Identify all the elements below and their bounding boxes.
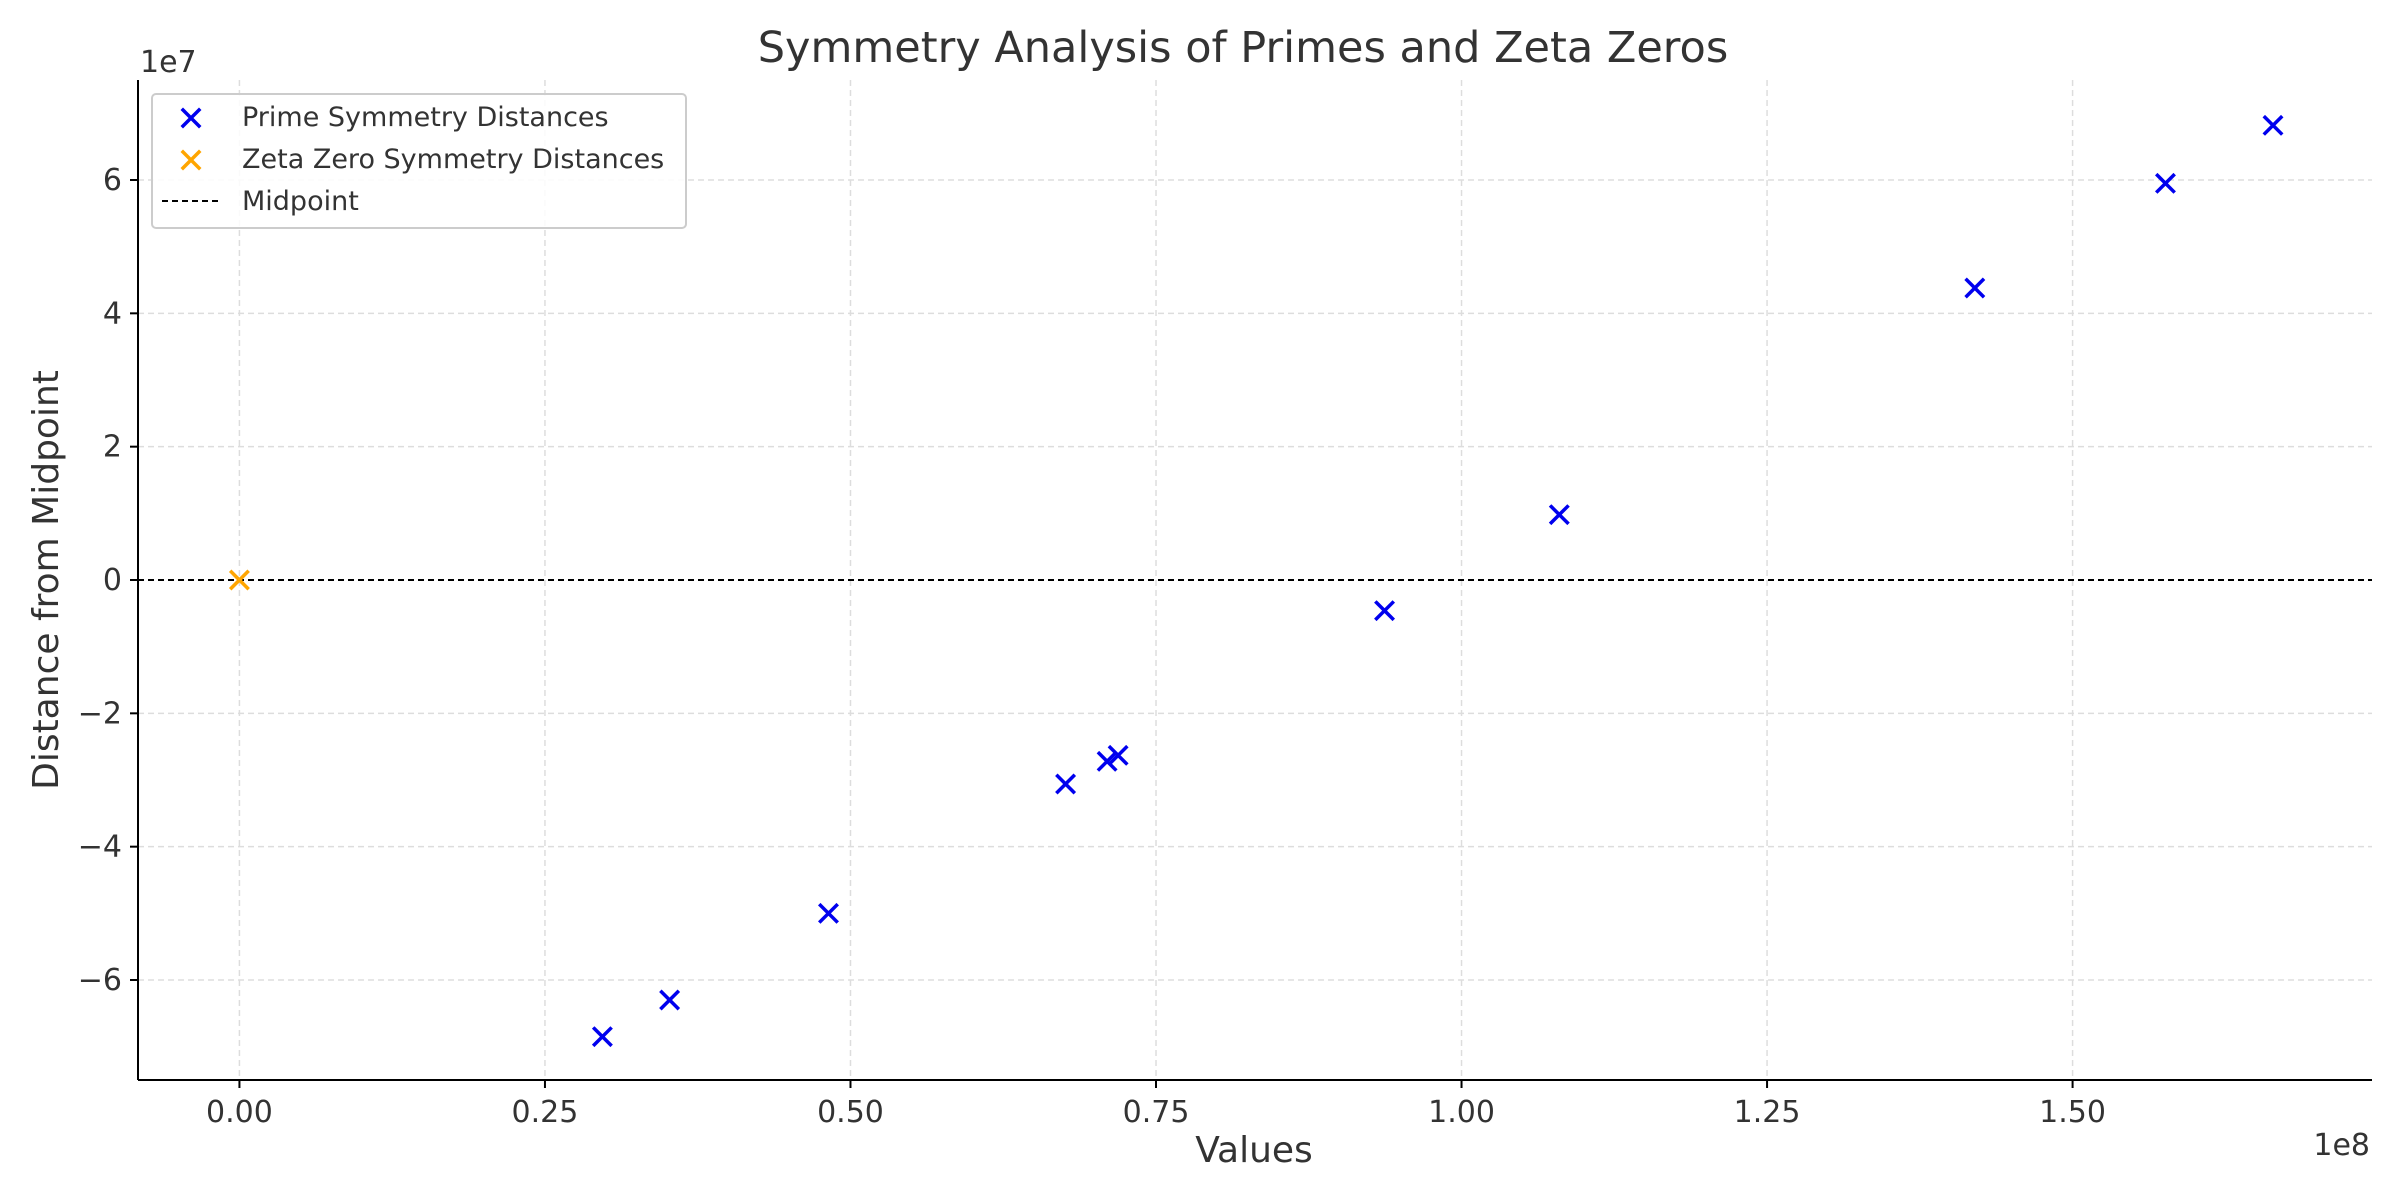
y-tick-label: 4	[103, 296, 122, 331]
legend-label-midpoint: Midpoint	[242, 186, 359, 217]
y-axis-label: Distance from Midpoint	[26, 370, 67, 790]
x-marker-stroke	[228, 569, 250, 591]
legend-marker-prime-icon	[180, 107, 202, 129]
x-tick-label: 0.25	[512, 1095, 579, 1130]
prime-distance-point	[1548, 504, 1570, 526]
axes-layer	[130, 80, 2372, 1088]
prime-distance-point	[818, 902, 839, 924]
legend-x-marker	[180, 107, 202, 129]
legend-entry-midpoint: Midpoint	[162, 186, 359, 217]
x-marker-stroke	[659, 989, 681, 1011]
x-marker-stroke	[180, 107, 202, 129]
y-tick-label: 6	[103, 163, 122, 198]
x-tick-label: 0.75	[1123, 1095, 1190, 1130]
prime-distance-point	[1055, 773, 1077, 795]
x-marker-stroke	[2154, 172, 2176, 194]
x-marker-stroke	[1374, 600, 1396, 622]
prime-distance-point	[2262, 114, 2284, 136]
data-points-layer	[228, 114, 2284, 1048]
x-tick-label: 0.00	[206, 1095, 273, 1130]
x-axis-multiplier: 1e8	[2313, 1128, 2370, 1163]
legend-marker-zeta-icon	[180, 149, 202, 171]
prime-distance-point	[659, 989, 681, 1011]
prime-distance-point	[591, 1026, 613, 1048]
legend-label-prime: Prime Symmetry Distances	[242, 102, 609, 133]
x-tick-label: 0.50	[817, 1095, 884, 1130]
chart-title: Symmetry Analysis of Primes and Zeta Zer…	[758, 23, 1729, 73]
x-marker-stroke	[591, 1026, 613, 1048]
x-marker-stroke	[1096, 750, 1118, 772]
x-marker-stroke	[1964, 277, 1986, 299]
prime-distance-point	[2154, 172, 2176, 194]
x-marker-stroke	[2262, 114, 2284, 136]
legend-x-marker	[180, 149, 202, 171]
prime-distance-point	[1964, 277, 1986, 299]
legend-label-zeta: Zeta Zero Symmetry Distances	[242, 144, 664, 175]
x-tick-label: 1.00	[1428, 1095, 1495, 1130]
x-marker-stroke	[1107, 744, 1129, 766]
legend: Prime Symmetry Distances Zeta Zero Symme…	[151, 93, 687, 229]
prime-distance-point	[1096, 750, 1118, 772]
x-tick-label: 1.25	[1734, 1095, 1801, 1130]
legend-entry-zeta: Zeta Zero Symmetry Distances	[180, 144, 664, 175]
x-axis-label: Values	[1195, 1130, 1313, 1171]
tick-labels-layer: 0.00 0.25 0.50 0.75 1.00 1.25 1.50 −6 −4 −2 0 2 4 6	[78, 163, 2106, 1130]
x-marker-stroke	[818, 902, 839, 924]
legend-frame	[151, 93, 687, 229]
y-tick-label: 2	[103, 430, 122, 465]
x-marker-stroke	[1548, 504, 1570, 526]
prime-distance-point	[1107, 744, 1129, 766]
y-tick-label: 0	[103, 563, 122, 598]
y-tick-label: −4	[78, 830, 122, 865]
x-marker-stroke	[180, 149, 202, 171]
y-axis-multiplier: 1e7	[140, 45, 197, 80]
legend-entry-prime: Prime Symmetry Distances	[180, 102, 609, 133]
y-tick-label: −2	[78, 696, 122, 731]
x-marker-stroke	[1055, 773, 1077, 795]
x-tick-label: 1.50	[2039, 1095, 2106, 1130]
y-tick-label: −6	[78, 963, 122, 998]
zeta-zero-distance-point	[228, 569, 250, 591]
prime-distance-point	[1374, 600, 1396, 622]
